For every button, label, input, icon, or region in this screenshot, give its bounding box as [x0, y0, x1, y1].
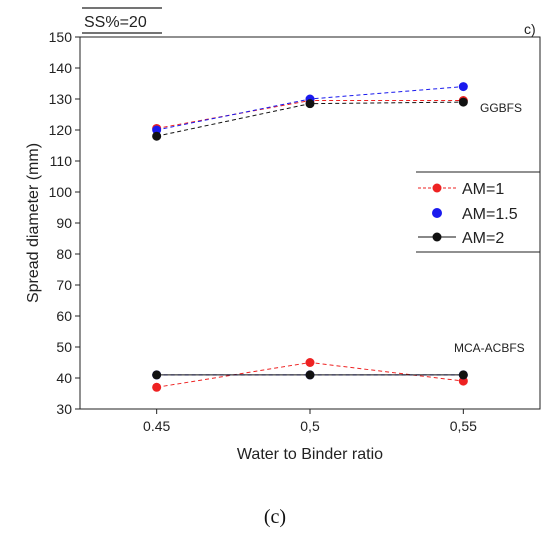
data-point-mca-acbfs-am-2 — [458, 370, 468, 380]
data-point-ggbfs-am-2 — [305, 99, 315, 109]
data-point-ggbfs-am-2 — [152, 131, 162, 141]
data-point-ggbfs-am-2 — [458, 97, 468, 107]
x-axis: 0.45 0,5 0,55 — [143, 409, 477, 434]
chart: SS%=20 c) 30 40 50 60 70 80 90 100 110 120 130 140 1… — [25, 7, 541, 463]
legend-label-am1: AM=1 — [462, 181, 504, 198]
x-tick-label: 0,55 — [450, 418, 477, 434]
y-tick-label: 140 — [49, 60, 73, 76]
data-point-mca-acbfs-am-2 — [152, 370, 162, 380]
panel-label: c) — [524, 21, 536, 37]
badge-label: SS%=20 — [84, 14, 147, 31]
annotation-ggbfs: GGBFS — [480, 101, 522, 115]
legend-marker-am1-5 — [432, 208, 442, 218]
y-axis: 30 40 50 60 70 80 90 100 110 120 130 140 150 — [49, 29, 80, 417]
series-layer — [152, 82, 468, 392]
y-tick-label: 70 — [56, 277, 72, 293]
legend-label-am2: AM=2 — [462, 230, 504, 247]
y-tick-label: 150 — [49, 29, 73, 45]
y-tick-label: 40 — [56, 370, 72, 386]
y-tick-label: 100 — [49, 184, 73, 200]
data-point-mca-acbfs-am-1 — [305, 358, 315, 367]
legend-marker-am2 — [432, 232, 442, 242]
x-axis-title: Water to Binder ratio — [237, 446, 383, 463]
y-tick-label: 50 — [56, 339, 72, 355]
series-line-ggbfs-am-1-5 — [156, 86, 464, 131]
x-tick-label: 0.45 — [143, 418, 170, 434]
y-tick-label: 120 — [49, 122, 73, 138]
y-tick-label: 60 — [56, 308, 72, 324]
data-point-mca-acbfs-am-1 — [458, 376, 468, 386]
annotation-mca-acbfs: MCA-ACBFS — [454, 341, 525, 355]
y-tick-label: 80 — [56, 246, 72, 262]
x-tick-label: 0,5 — [300, 418, 320, 434]
y-tick-label: 130 — [49, 91, 73, 107]
legend-label-am1-5: AM=1.5 — [462, 206, 518, 223]
legend: AM=1 AM=1.5 AM=2 — [416, 171, 540, 253]
y-axis-title: Spread diameter (mm) — [25, 143, 42, 303]
figure-caption: (c) — [263, 506, 287, 528]
data-point-mca-acbfs-am-1 — [152, 382, 162, 392]
y-tick-label: 110 — [50, 153, 73, 169]
y-tick-label: 30 — [56, 401, 72, 417]
data-point-mca-acbfs-am-2 — [305, 370, 315, 380]
y-tick-label: 90 — [56, 215, 72, 231]
data-point-ggbfs-am-1-5 — [458, 82, 468, 92]
legend-marker-am1 — [432, 183, 442, 193]
data-point-ggbfs-am-1-5 — [152, 125, 162, 135]
